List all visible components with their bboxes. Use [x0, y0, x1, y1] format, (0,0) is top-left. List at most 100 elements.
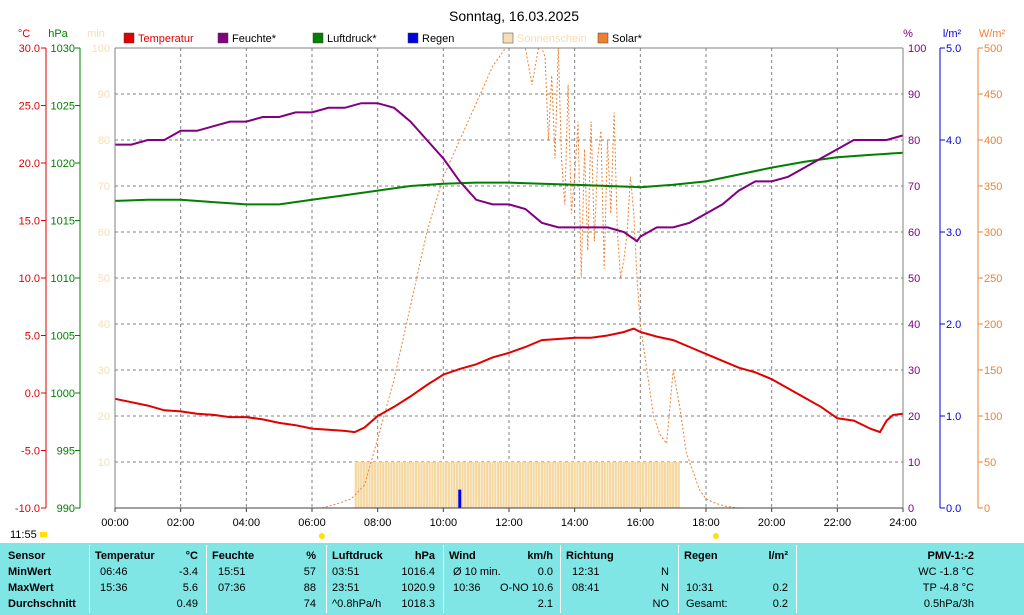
sunshine-bar	[576, 462, 579, 508]
legend-label-feuchte: Feuchte*	[232, 33, 277, 45]
sunshine-bar	[595, 462, 598, 508]
solar-tick-label: 200	[984, 319, 1002, 331]
temp-unit-label: °C	[18, 28, 30, 40]
sunshine-bar	[538, 462, 541, 508]
hum-value: 88	[303, 582, 316, 594]
rain-bar	[458, 489, 462, 508]
rain-unit-label: l/m²	[943, 28, 962, 40]
hum-tick-label: 70	[908, 181, 920, 193]
press-tick-label: 1010	[51, 273, 75, 285]
series-line-temperatur	[114, 327, 904, 434]
table-separator	[206, 545, 207, 613]
solar-tick-label: 50	[984, 457, 996, 469]
x-tick-label: 22:00	[824, 517, 852, 529]
rain-value: 0.2	[772, 598, 788, 610]
hum-tick-label: 80	[908, 135, 920, 147]
sunshine-bar	[609, 462, 612, 508]
sunshine-bar	[579, 462, 582, 508]
sunshine-bar	[548, 462, 552, 508]
sunshine-bar	[622, 462, 626, 508]
sunshine-bar	[592, 462, 595, 508]
sunshine-bar	[655, 462, 658, 508]
temp-tick-label: -5.0	[21, 446, 40, 458]
sun-tick-label: 40	[98, 319, 110, 331]
sun-tick-label: 10	[98, 457, 110, 469]
sunshine-bar	[617, 462, 620, 508]
rain-tick-label: 0.0	[946, 503, 961, 515]
sunshine-bar	[677, 462, 680, 508]
temp-time: 06:46	[100, 566, 128, 578]
temp-tick-label: 30.0	[19, 43, 40, 55]
sunshine-bar	[543, 462, 546, 508]
sunshine-bar	[584, 462, 587, 508]
sun-tick-label: 50	[98, 273, 110, 285]
sun-tick-label: 90	[98, 89, 110, 101]
hum-tick-label: 100	[908, 43, 926, 55]
sunset-marker	[712, 533, 719, 539]
sunshine-bar	[434, 462, 437, 508]
header-temp-unit: °C	[185, 550, 198, 562]
sunshine-bar	[587, 462, 590, 508]
sunshine-bar	[502, 462, 505, 508]
sunshine-bar	[573, 462, 576, 508]
sunshine-bar	[633, 462, 636, 508]
header-rain-unit: l/m²	[768, 550, 788, 562]
table-separator	[89, 545, 90, 613]
sunshine-bar	[491, 462, 494, 508]
sunshine-bar	[505, 462, 508, 508]
sunshine-bar	[568, 462, 571, 508]
press-unit-label: hPa	[48, 28, 68, 40]
sunshine-bar	[431, 462, 434, 508]
rain-tick-label: 4.0	[946, 135, 961, 147]
sunshine-bar	[581, 462, 584, 508]
hum-tick-label: 10	[908, 457, 920, 469]
sunshine-bar	[439, 462, 442, 508]
sunshine-bar	[589, 462, 593, 508]
header-regen: Regen	[684, 550, 718, 562]
temp-tick-label: 10.0	[19, 273, 40, 285]
sunshine-bar	[559, 462, 563, 508]
legend-swatch-solar	[597, 32, 609, 44]
table-separator	[796, 545, 797, 613]
sunshine-bar	[447, 462, 450, 508]
rain-value: 0.2	[772, 582, 788, 594]
sun-tick-label: 70	[98, 181, 110, 193]
sunshine-bar	[428, 462, 431, 508]
sunshine-bar	[535, 462, 538, 508]
sunshine-bar	[641, 462, 645, 508]
sunshine-bar	[529, 462, 532, 508]
sunshine-bar	[628, 462, 631, 508]
sunshine-bar	[406, 462, 409, 508]
row-label: MinWert	[8, 566, 52, 578]
rain-tick-label: 5.0	[946, 43, 961, 55]
press-time: 03:51	[332, 566, 360, 578]
sunshine-bar	[540, 462, 543, 508]
press-value: 1018.3	[401, 598, 435, 610]
sunshine-bar	[384, 462, 387, 508]
hum-tick-label: 30	[908, 365, 920, 377]
solar-tick-label: 300	[984, 227, 1002, 239]
header-wind-unit: km/h	[527, 550, 553, 562]
hum-tick-label: 40	[908, 319, 920, 331]
press-value: 1016.4	[401, 566, 435, 578]
sunshine-bar	[524, 462, 527, 508]
temp-tick-label: -10.0	[15, 503, 40, 515]
rain-tick-label: 1.0	[946, 411, 961, 423]
sunshine-bar	[464, 462, 467, 508]
sunshine-bars	[354, 462, 680, 508]
hum-tick-label: 0	[908, 503, 914, 515]
sunshine-bar	[652, 462, 656, 508]
rain-tick-label: 3.0	[946, 227, 961, 239]
sunshine-bar	[392, 462, 396, 508]
solar-tick-label: 400	[984, 135, 1002, 147]
x-tick-label: 00:00	[101, 517, 129, 529]
sunshine-bar	[513, 462, 516, 508]
hum-value: 57	[303, 566, 316, 578]
sunshine-bar	[403, 462, 407, 508]
current-time-marker	[40, 532, 47, 537]
sunshine-bar	[420, 462, 423, 508]
x-tick-label: 12:00	[495, 517, 523, 529]
header-wind: Wind	[449, 550, 476, 562]
solar-tick-label: 100	[984, 411, 1002, 423]
chart-grid	[115, 48, 903, 508]
